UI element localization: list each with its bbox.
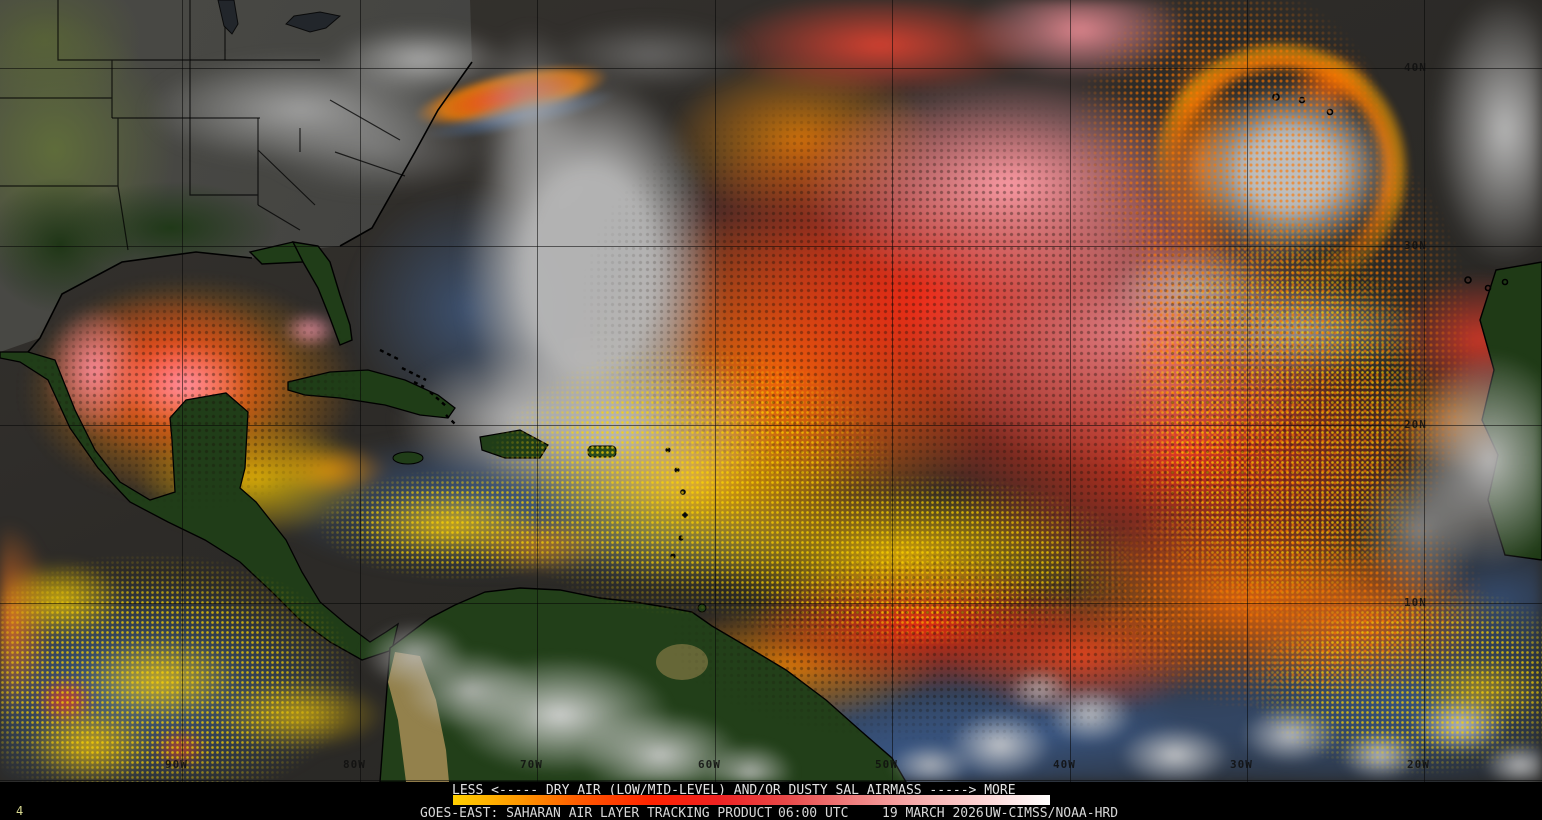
dust-speckle-dark: [0, 0, 1542, 782]
lat-label: 20N: [1404, 418, 1427, 431]
lon-label: 30W: [1230, 758, 1253, 771]
parallel-10n: [0, 603, 1542, 604]
parallel-20n: [0, 425, 1542, 426]
product-title: GOES-EAST: SAHARAN AIR LAYER TRACKING PR…: [420, 806, 773, 820]
lon-label: 60W: [698, 758, 721, 771]
parallel-30n: [0, 246, 1542, 247]
colorbar: [453, 795, 1050, 805]
dust-speckle-orange: [0, 0, 1542, 782]
meridian-80w: [360, 0, 361, 782]
parallel-40n: [0, 68, 1542, 69]
meridian-20w: [1424, 0, 1425, 782]
legend-footer-bar: LESS <----- DRY AIR (LOW/MID-LEVEL) AND/…: [0, 782, 1542, 820]
lat-label: 10N: [1404, 596, 1427, 609]
meridian-70w: [537, 0, 538, 782]
meridian-50w: [892, 0, 893, 782]
lat-label: 40N: [1404, 61, 1427, 74]
satellite-map: 40N 30N 20N 10N 90W 80W 70W 60W 50W 40W …: [0, 0, 1542, 782]
product-caption: GOES-EAST: SAHARAN AIR LAYER TRACKING PR…: [0, 806, 1542, 820]
meridian-40w: [1070, 0, 1071, 782]
meridian-30w: [1247, 0, 1248, 782]
date-label: 19 MARCH 2026: [882, 806, 984, 820]
parallel-0n: [0, 780, 1542, 781]
timestamp-utc: 06:00 UTC: [778, 806, 849, 820]
dry-air-scale-caption: LESS <----- DRY AIR (LOW/MID-LEVEL) AND/…: [452, 783, 1016, 798]
meridian-60w: [715, 0, 716, 782]
lon-label: 50W: [875, 758, 898, 771]
lon-label: 70W: [520, 758, 543, 771]
lon-label: 90W: [165, 758, 188, 771]
lat-label: 30N: [1404, 239, 1427, 252]
lon-label: 80W: [343, 758, 366, 771]
credit-label: UW-CIMSS/NOAA-HRD: [985, 806, 1119, 820]
frame-number: 4: [16, 804, 24, 818]
meridian-90w: [182, 0, 183, 782]
lon-label: 40W: [1053, 758, 1076, 771]
lon-label: 20W: [1407, 758, 1430, 771]
